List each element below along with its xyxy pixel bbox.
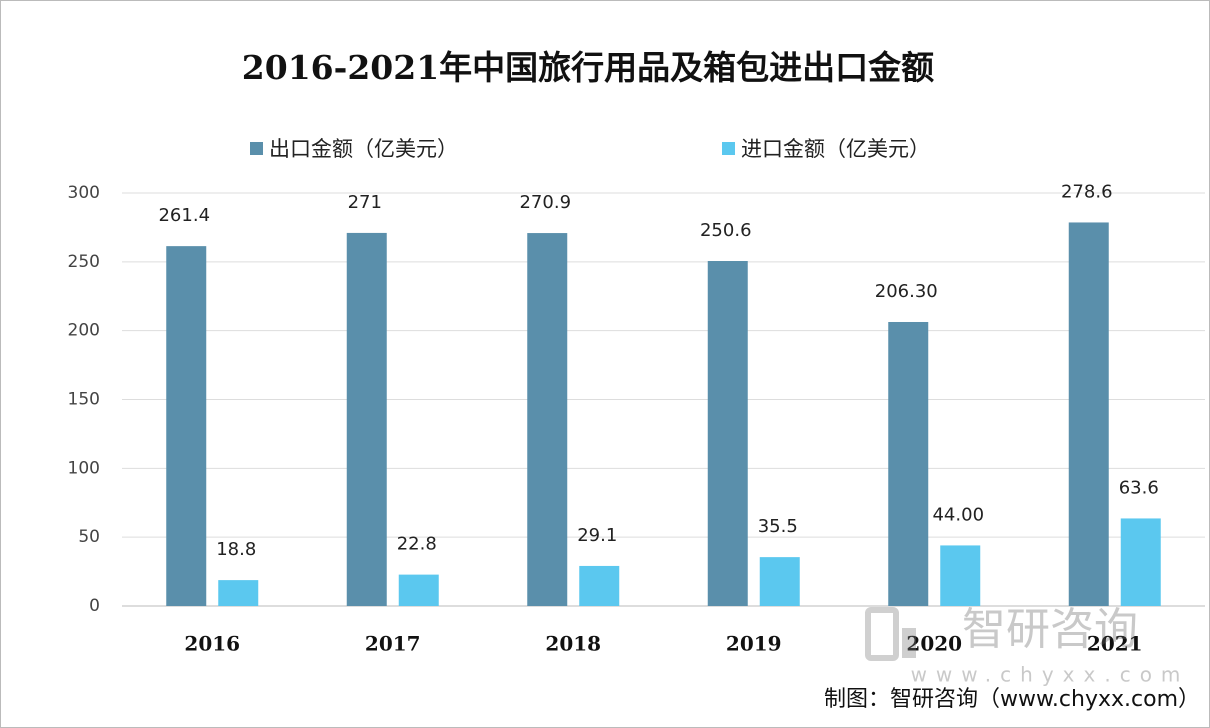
y-tick-label: 50 <box>78 527 100 547</box>
bar <box>398 574 439 606</box>
bar <box>579 565 620 606</box>
x-tick-label: 2017 <box>365 632 421 656</box>
x-tick-label: 2018 <box>545 632 601 656</box>
watermark-logo <box>865 607 899 661</box>
y-tick-label: 100 <box>68 458 100 478</box>
x-tick-label: 2021 <box>1087 632 1143 656</box>
value-label: 63.6 <box>1119 477 1159 498</box>
y-tick-label: 250 <box>68 252 100 272</box>
bar <box>346 232 387 606</box>
value-label: 35.5 <box>758 516 798 537</box>
legend-label: 出口金额（亿美元） <box>269 137 458 161</box>
bar <box>1120 518 1161 606</box>
chart-title: 2016-2021年中国旅行用品及箱包进出口金额 <box>242 48 934 87</box>
legend-swatch <box>250 142 263 155</box>
legend-label: 进口金额（亿美元） <box>741 137 930 161</box>
y-tick-label: 300 <box>68 183 100 203</box>
value-label: 29.1 <box>577 525 617 546</box>
value-label: 270.9 <box>519 192 571 213</box>
value-label: 278.6 <box>1061 181 1113 202</box>
bar <box>940 545 981 606</box>
value-label: 206.30 <box>875 281 938 302</box>
bar <box>218 580 259 606</box>
bar <box>527 233 568 606</box>
bar <box>759 557 800 606</box>
x-tick-label: 2019 <box>726 632 782 656</box>
y-tick-label: 150 <box>68 390 100 410</box>
value-label: 261.4 <box>158 205 210 226</box>
bar <box>707 261 748 606</box>
bar <box>888 321 929 606</box>
watermark-url: www.chyxx.com <box>911 663 1190 687</box>
bar <box>166 246 207 606</box>
source: 制图：智研咨询（www.chyxx.com） <box>824 687 1200 712</box>
watermark: 智研咨询 www.chyxx.com <box>865 604 1190 687</box>
value-label: 18.8 <box>216 539 256 560</box>
y-tick-label: 0 <box>89 596 100 616</box>
x-tick-label: 2016 <box>184 632 240 656</box>
value-label: 44.00 <box>932 504 984 525</box>
value-label: 271 <box>348 192 382 213</box>
legend-swatch <box>722 142 735 155</box>
value-label: 250.6 <box>700 220 752 241</box>
value-label: 22.8 <box>397 534 437 555</box>
watermark-name: 智研咨询 <box>962 604 1138 655</box>
bar <box>1068 222 1109 606</box>
watermark-logo <box>902 628 916 658</box>
y-tick-label: 200 <box>68 321 100 341</box>
x-tick-label: 2020 <box>906 632 962 656</box>
